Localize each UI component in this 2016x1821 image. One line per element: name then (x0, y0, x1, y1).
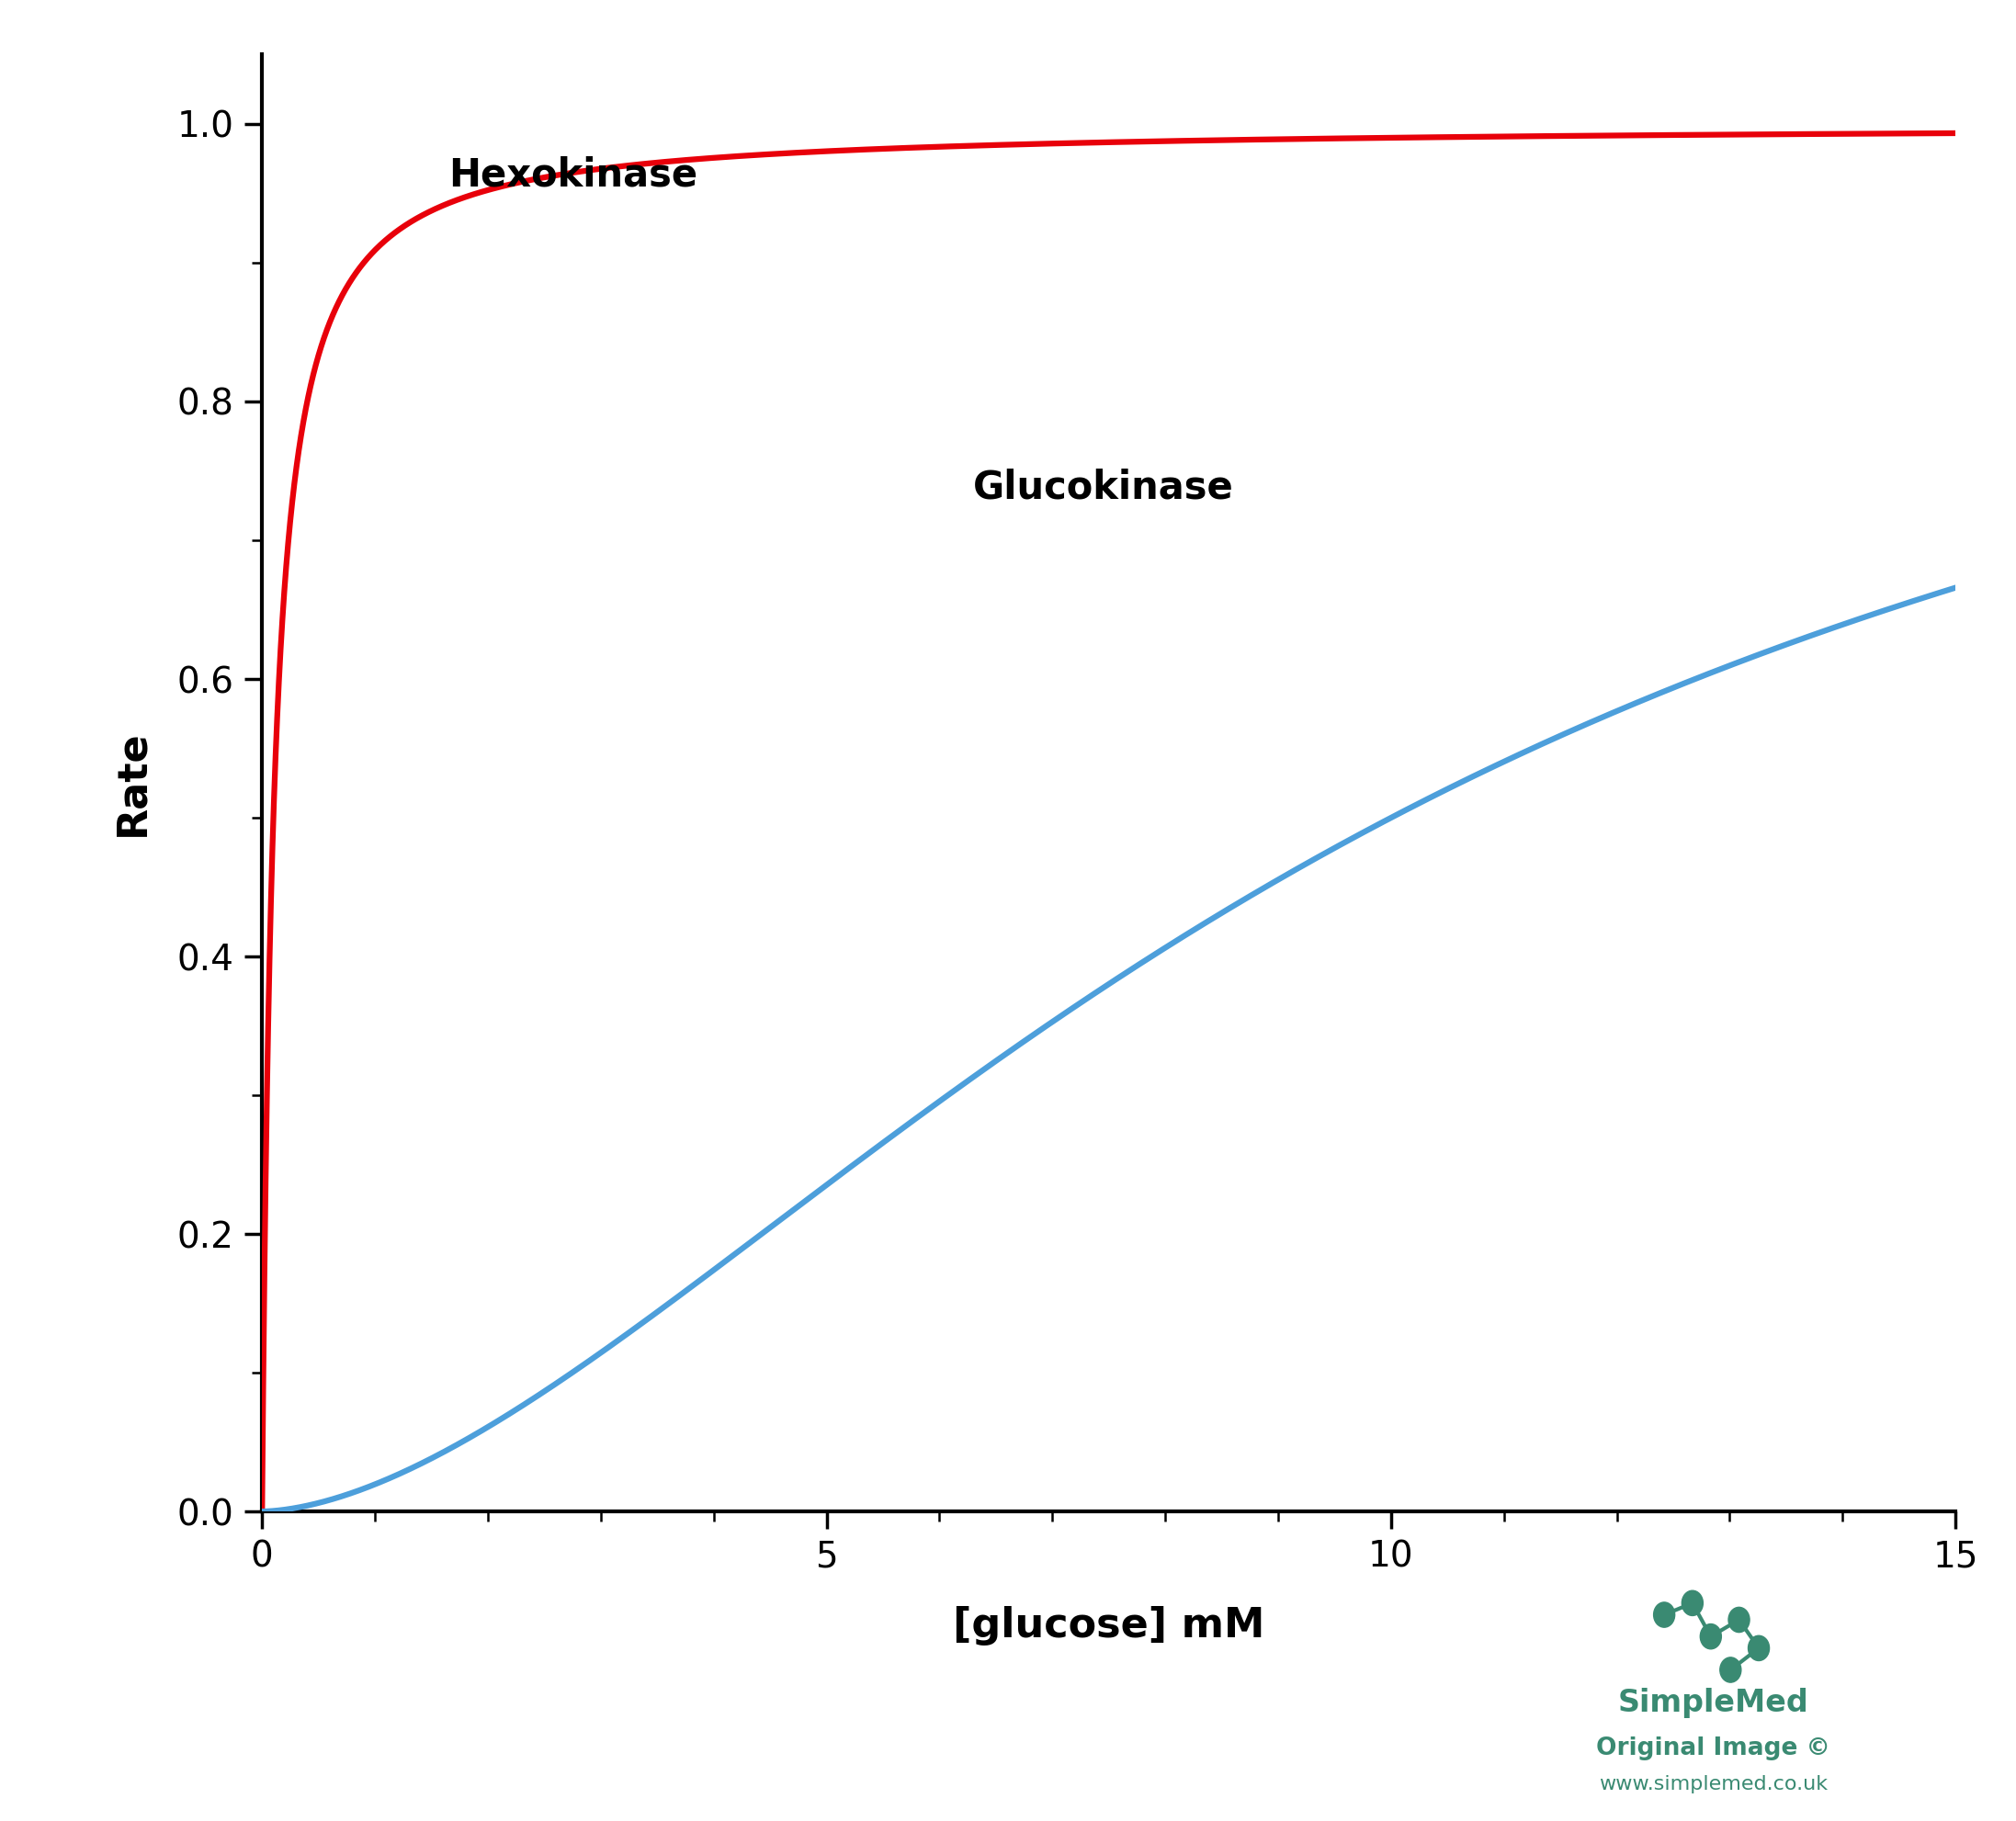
Circle shape (1720, 1657, 1742, 1683)
Circle shape (1653, 1602, 1675, 1628)
X-axis label: [glucose] mM: [glucose] mM (954, 1606, 1264, 1646)
Text: www.simplemed.co.uk: www.simplemed.co.uk (1599, 1775, 1829, 1794)
Text: Original Image ©: Original Image © (1597, 1735, 1831, 1761)
Circle shape (1681, 1590, 1704, 1615)
Circle shape (1748, 1635, 1770, 1661)
Y-axis label: Rate: Rate (113, 730, 151, 836)
Text: SimpleMed: SimpleMed (1619, 1688, 1808, 1717)
Text: Hexokinase: Hexokinase (448, 157, 698, 195)
Text: Glucokinase: Glucokinase (974, 468, 1234, 506)
Circle shape (1728, 1608, 1750, 1632)
Circle shape (1699, 1624, 1722, 1650)
